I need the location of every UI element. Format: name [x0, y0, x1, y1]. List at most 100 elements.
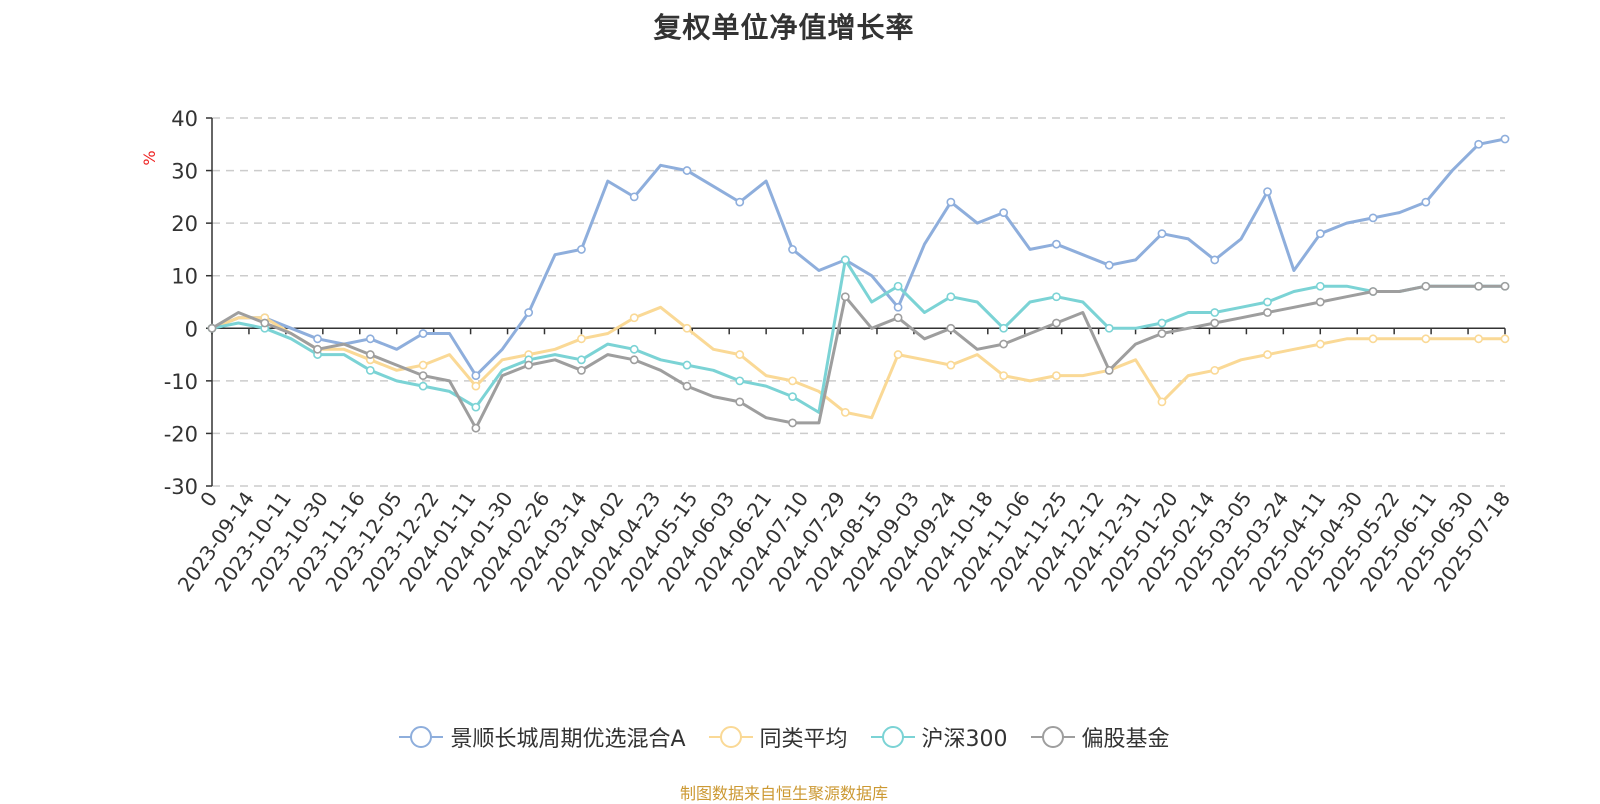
legend-label: 同类平均 [759, 727, 848, 752]
data-point [1157, 329, 1167, 338]
data-point [1104, 260, 1114, 270]
data-point [735, 350, 745, 359]
data-point [999, 371, 1009, 380]
data-point [788, 392, 797, 402]
data-point [524, 360, 534, 370]
data-point [1368, 287, 1378, 296]
y-tick-label: -20 [164, 422, 198, 446]
data-point [629, 344, 639, 354]
data-point [1421, 334, 1431, 344]
data-point [1210, 318, 1220, 328]
source-note: 制图数据来自恒生聚源数据库 [679, 784, 888, 803]
data-point [471, 423, 481, 433]
data-point [629, 313, 639, 323]
data-point [418, 381, 428, 391]
legend-label: 景顺长城周期优选混合A [450, 727, 686, 752]
data-point [1474, 281, 1484, 291]
data-point [1263, 297, 1272, 307]
data-point [893, 350, 903, 359]
data-point [840, 407, 850, 417]
data-point [893, 281, 903, 291]
data-point [1104, 365, 1114, 375]
data-point [735, 197, 745, 207]
data-point [788, 376, 797, 386]
legend-marker-icon [399, 726, 444, 748]
data-point [577, 365, 586, 375]
series-lines [207, 134, 1510, 433]
data-point [1210, 255, 1220, 265]
data-point [1052, 239, 1061, 249]
data-point [1315, 229, 1325, 239]
data-point [524, 308, 534, 317]
data-point [1157, 397, 1167, 407]
data-point [840, 292, 850, 302]
data-point [1052, 371, 1061, 380]
data-point [682, 360, 692, 370]
legend-label: 沪深300 [921, 727, 1008, 752]
data-point [1315, 339, 1325, 349]
data-point [893, 313, 903, 323]
x-tick-label: 0 [195, 487, 222, 511]
data-point [207, 323, 217, 333]
y-tick-label: -10 [164, 370, 198, 394]
legend-item[interactable]: 景顺长城周期优选混合A [398, 721, 686, 753]
data-point [418, 360, 428, 370]
data-point [1474, 334, 1484, 344]
y-axis-label: % [140, 150, 159, 165]
legend: 景顺长城周期优选混合A 同类平均 沪深300 偏股基金 [0, 722, 1568, 752]
y-tick-label: 30 [171, 160, 198, 184]
data-point [1421, 281, 1431, 291]
data-point [629, 192, 639, 202]
legend-marker-icon [708, 726, 753, 748]
data-point [946, 197, 956, 207]
y-tick-label: 40 [171, 107, 198, 131]
y-tick-label: 0 [185, 317, 198, 341]
legend-item[interactable]: 同类平均 [708, 721, 848, 753]
data-point [1368, 334, 1378, 344]
data-point [1421, 197, 1431, 207]
data-point [1315, 281, 1325, 291]
y-tick-label: 20 [171, 212, 198, 236]
data-point [365, 334, 375, 344]
data-point [629, 355, 639, 365]
data-point [365, 350, 375, 359]
data-point [999, 339, 1009, 349]
data-point [577, 245, 586, 254]
data-point [735, 397, 745, 407]
legend-marker-icon [870, 726, 915, 748]
data-point [471, 381, 481, 391]
data-point [1368, 213, 1378, 223]
data-point [682, 166, 692, 175]
data-point [1157, 229, 1167, 239]
data-point [1315, 297, 1325, 307]
chart-title: 复权单位净值增长率 [653, 11, 915, 44]
data-point [788, 418, 797, 428]
legend-item[interactable]: 沪深300 [870, 721, 1008, 753]
data-point [1263, 308, 1272, 317]
data-point [999, 323, 1009, 333]
data-point [1263, 350, 1272, 359]
data-point [418, 371, 428, 380]
data-point [1500, 134, 1510, 144]
data-point [577, 334, 586, 344]
data-point [735, 376, 745, 386]
data-point [1474, 139, 1484, 149]
data-point [471, 402, 481, 412]
data-point [1052, 318, 1061, 328]
series-line [211, 284, 1505, 430]
data-point [840, 255, 850, 265]
data-point [1104, 323, 1114, 333]
gridlines [212, 117, 1505, 487]
data-point [1052, 292, 1061, 302]
data-point [893, 302, 903, 312]
series-line [211, 137, 1506, 378]
data-point [1500, 281, 1510, 291]
y-tick-label: -30 [164, 475, 198, 499]
data-point [999, 208, 1009, 218]
y-tick-label: 10 [171, 265, 198, 289]
data-point [682, 381, 692, 391]
data-point [1210, 308, 1220, 317]
data-point [1157, 318, 1167, 328]
legend-item[interactable]: 偏股基金 [1030, 721, 1170, 753]
